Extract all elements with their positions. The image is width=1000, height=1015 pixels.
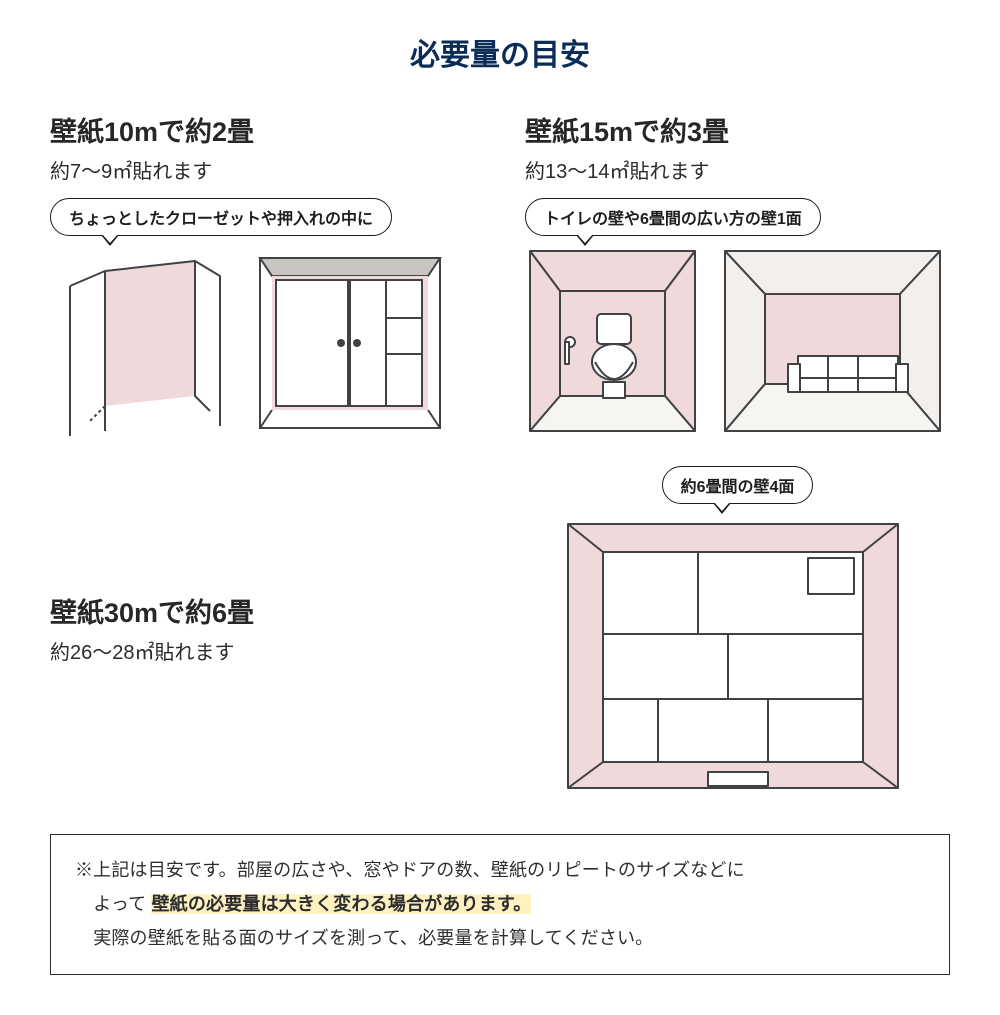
section-30m-sub: 約26〜28㎡貼れます — [50, 636, 475, 665]
note-box: ※上記は目安です。部屋の広さや、窓やドアの数、壁紙のリピートのサイズなどに よっ… — [50, 834, 950, 975]
note-line1: ※上記は目安です。部屋の広さや、窓やドアの数、壁紙のリピートのサイズなどに — [75, 860, 745, 880]
room-one-wall-illustration — [720, 246, 945, 436]
section-10m-sub: 約7〜9㎡貼れます — [50, 155, 475, 184]
section-30m-bubble: 約6畳間の壁4面 — [662, 466, 814, 504]
toilet-room-illustration — [525, 246, 700, 436]
section-10m-bubble: ちょっとしたクローゼットや押入れの中に — [50, 198, 392, 236]
note-highlight: 壁紙の必要量は大きく変わる場合があります。 — [151, 894, 531, 914]
page-title: 必要量の目安 — [50, 30, 950, 74]
6tatami-room-illustration — [558, 514, 918, 804]
section-30m: 壁紙30mで約6畳 約26〜28㎡貼れます — [50, 466, 475, 804]
sections-grid: 壁紙10mで約2畳 約7〜9㎡貼れます ちょっとしたクローゼットや押入れの中に — [50, 110, 950, 804]
note-line3: 実際の壁紙を貼る面のサイズを測って、必要量を計算してください。 — [93, 928, 653, 948]
oshiire-illustration — [250, 246, 450, 436]
note-line2-pre: よって — [93, 894, 146, 914]
section-15m-heading: 壁紙15mで約3畳 — [525, 110, 950, 149]
section-15m-sub: 約13〜14㎡貼れます — [525, 155, 950, 184]
closet-illustration — [50, 246, 230, 436]
section-30m-heading: 壁紙30mで約6畳 — [50, 591, 475, 630]
section-15m-bubble: トイレの壁や6畳間の広い方の壁1面 — [525, 198, 821, 236]
section-30m-figure: 約6畳間の壁4面 — [525, 466, 950, 804]
section-15m: 壁紙15mで約3畳 約13〜14㎡貼れます トイレの壁や6畳間の広い方の壁1面 — [525, 110, 950, 436]
section-10m-heading: 壁紙10mで約2畳 — [50, 110, 475, 149]
section-10m: 壁紙10mで約2畳 約7〜9㎡貼れます ちょっとしたクローゼットや押入れの中に — [50, 110, 475, 436]
